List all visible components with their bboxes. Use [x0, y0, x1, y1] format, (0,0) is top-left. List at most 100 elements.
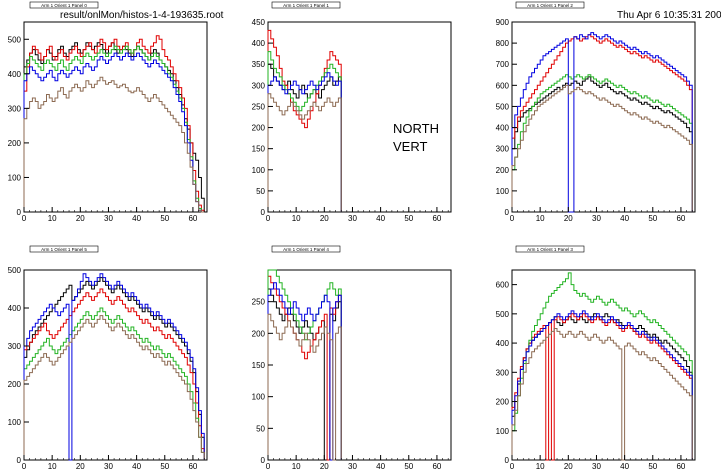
series-blue: [267, 72, 342, 212]
series-red: [23, 35, 205, 212]
panel-tag-box: [271, 1, 341, 9]
x-tick-label: 50: [160, 462, 169, 469]
x-tick-label: 10: [536, 214, 545, 223]
x-tick-label: 10: [536, 462, 545, 469]
series-green: [511, 272, 693, 460]
y-tick-label: 200: [252, 124, 266, 133]
plot-frame: [511, 269, 696, 461]
x-tick-label: 40: [376, 214, 385, 223]
x-tick-label: 20: [564, 214, 573, 223]
histogram-panel: 0 10 20 30 40 50 60 0 100 200 300 400 500: [8, 266, 208, 469]
y-tick-label: 200: [496, 398, 510, 407]
y-tick-label: 100: [496, 187, 510, 196]
plot-frame: [267, 21, 452, 213]
panel-tag: Arm 1 Orient 1 Panel 3: [515, 245, 585, 253]
series-brown: [267, 313, 342, 461]
x-tick-label: 30: [348, 214, 357, 223]
x-tick-label: 0: [510, 214, 515, 223]
series-blue: [267, 282, 342, 461]
y-tick-label: 300: [496, 145, 510, 154]
panel-tag-text: Arm 1 Orient 1 Panel 2: [527, 3, 573, 8]
y-tick-label: 500: [8, 35, 22, 44]
y-tick-label: 50: [256, 424, 265, 433]
series-black: [511, 76, 693, 212]
y-tick-label: 400: [8, 70, 22, 79]
panel-tag-box: [515, 245, 585, 253]
y-tick-label: 200: [8, 380, 22, 389]
y-tick-label: 300: [8, 342, 22, 351]
series-red: [511, 34, 693, 212]
y-tick-label: 100: [496, 427, 510, 436]
plot-frame: [23, 269, 208, 461]
y-tick-label: 200: [496, 166, 510, 175]
histogram-panel: 0 10 20 30 40 50 60 0 50 100 150 200 250: [252, 269, 452, 469]
x-tick-label: 20: [564, 462, 573, 469]
x-tick-label: 40: [132, 214, 141, 223]
series-green: [23, 307, 205, 460]
x-tick-label: 30: [348, 462, 357, 469]
north-label: NORTH: [393, 121, 439, 136]
panel-tag: Arm 1 Orient 1 Panel 1: [271, 1, 341, 9]
x-tick-label: 40: [376, 462, 385, 469]
histogram-panel: 0 10 20 30 40 50 60 0 100 200 300 400 500: [8, 21, 208, 223]
y-tick-label: 800: [496, 39, 510, 48]
y-tick-label: 600: [496, 81, 510, 90]
series-green: [267, 269, 342, 460]
histogram-panel: 0 10 20 30 40 50 60 0 50 100 150 200 250 300 350 400 450: [252, 18, 452, 223]
y-tick-label: 100: [252, 166, 266, 175]
series-brown: [23, 315, 205, 460]
series-red: [23, 288, 205, 460]
series-red: [511, 313, 693, 461]
y-tick-label: 0: [505, 456, 510, 465]
x-tick-label: 10: [48, 462, 57, 469]
panel-tag-text: Arm 1 Orient 1 Panel 3: [527, 247, 573, 252]
x-tick-label: 50: [648, 462, 657, 469]
series-green: [511, 74, 693, 212]
x-tick-label: 20: [320, 214, 329, 223]
panel-tag: Arm 1 Orient 1 Panel 5: [29, 245, 99, 253]
x-tick-label: 60: [188, 214, 197, 223]
series-brown: [511, 328, 693, 461]
panel-tag: Arm 1 Orient 1 Panel 4: [271, 245, 341, 253]
y-tick-label: 200: [252, 329, 266, 338]
y-tick-label: 400: [8, 304, 22, 313]
y-tick-label: 300: [8, 104, 22, 113]
series-red: [267, 29, 342, 212]
x-tick-label: 20: [76, 214, 85, 223]
x-tick-label: 10: [292, 214, 301, 223]
x-tick-label: 0: [510, 462, 515, 469]
panel-tag-box: [29, 1, 99, 9]
y-tick-label: 150: [252, 145, 266, 154]
plot-frame: [23, 21, 208, 213]
x-tick-label: 60: [432, 462, 441, 469]
y-tick-label: 100: [252, 393, 266, 402]
series-blue: [23, 52, 205, 213]
panel-tag: Arm 1 Orient 1 Panel 0: [29, 1, 99, 9]
x-tick-label: 10: [48, 214, 57, 223]
x-tick-label: 50: [160, 214, 169, 223]
x-tick-label: 60: [432, 214, 441, 223]
file-name: result/onlMon/histos-1-4-193635.root: [60, 10, 224, 21]
y-tick-label: 0: [261, 456, 266, 465]
panel-tag-text: Arm 1 Orient 1 Panel 4: [283, 247, 329, 252]
panel-tag-text: Arm 1 Orient 1 Panel 0: [41, 3, 87, 8]
x-tick-label: 60: [676, 214, 685, 223]
x-tick-label: 40: [620, 462, 629, 469]
y-tick-label: 450: [252, 18, 266, 27]
x-tick-label: 30: [592, 214, 601, 223]
y-tick-label: 0: [505, 208, 510, 217]
series-blue: [23, 273, 205, 461]
panel-tag-box: [29, 245, 99, 253]
histogram-panel: 0 10 20 30 40 50 60010020030040050060070080090…: [496, 18, 696, 223]
plot-frame: [511, 21, 696, 213]
series-brown: [267, 93, 342, 212]
y-tick-label: 500: [8, 266, 22, 275]
x-tick-label: 10: [292, 462, 301, 469]
vert-label: VERT: [393, 139, 428, 154]
y-tick-label: 500: [496, 102, 510, 111]
y-tick-label: 250: [252, 298, 266, 307]
y-tick-label: 250: [252, 102, 266, 111]
x-tick-label: 40: [132, 462, 141, 469]
x-tick-label: 20: [76, 462, 85, 469]
